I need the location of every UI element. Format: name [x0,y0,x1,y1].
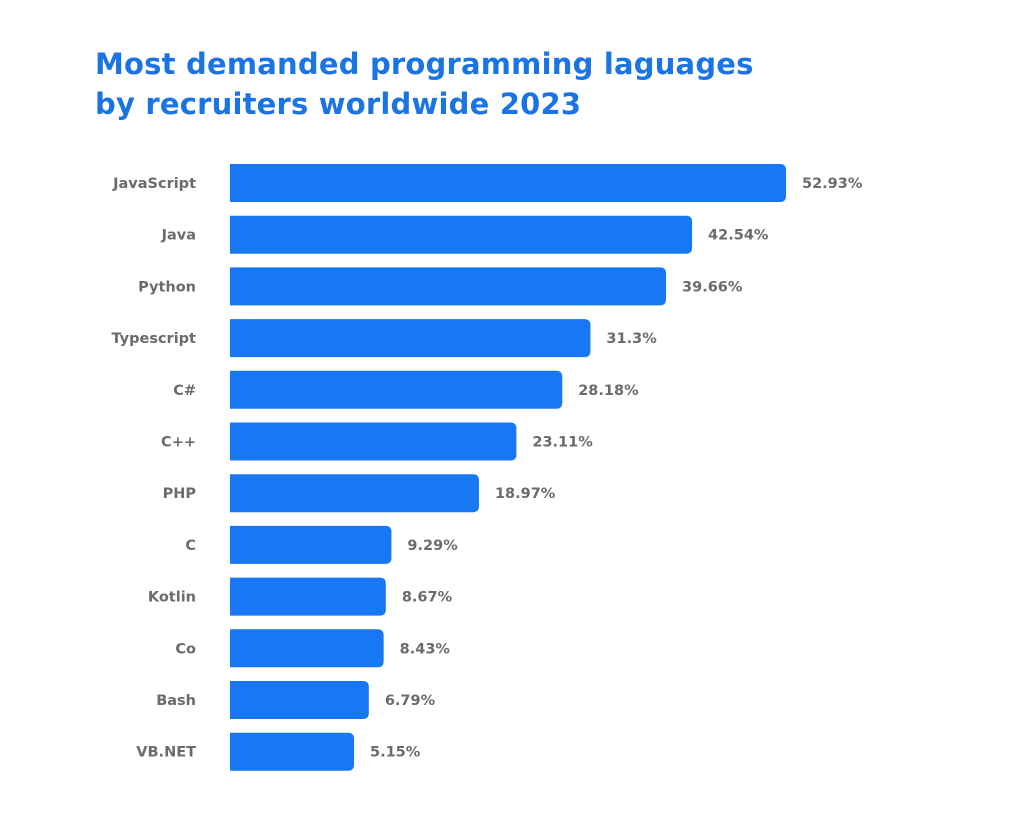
category-label: JavaScript [112,176,196,192]
bar-javascript [230,164,786,202]
value-label: 5.15% [370,745,421,761]
bar-php [230,474,479,513]
bar-python [230,267,667,306]
chart-title-line-2: by recruiters worldwide 2023 [95,87,582,121]
category-label: Python [138,279,196,295]
bar-c- [230,422,517,461]
value-label: 8.67% [402,590,453,606]
value-label: 31.3% [606,331,657,347]
value-label: 23.11% [532,435,593,451]
value-label: 18.97% [495,486,556,502]
bar-c [230,525,392,564]
bar-java [230,215,693,254]
value-label: 28.18% [578,383,639,399]
bar-co [230,629,384,668]
category-label: Kotlin [148,590,196,606]
bar-kotlin [230,577,386,616]
bar-typescript [230,319,591,358]
value-label: 6.79% [385,693,436,709]
bar-bash [230,681,369,719]
bar-vb-net [230,732,354,771]
value-label: 42.54% [708,228,769,244]
chart-title: Most demanded programming laguages by re… [95,44,754,124]
value-label: 8.43% [400,641,451,657]
chart-title-line-1: Most demanded programming laguages [95,47,754,81]
category-label: Java [161,228,196,244]
category-label: Typescript [112,331,197,347]
bar-c- [230,370,563,409]
value-label: 9.29% [407,538,458,554]
category-label: Co [175,641,196,657]
category-label: PHP [163,486,197,502]
category-label: C# [173,383,196,399]
category-label: C [185,538,196,554]
category-label: VB.NET [136,745,196,761]
value-label: 39.66% [682,279,743,295]
value-label: 52.93% [802,176,863,192]
category-label: Bash [156,693,196,709]
category-label: C++ [161,435,196,451]
